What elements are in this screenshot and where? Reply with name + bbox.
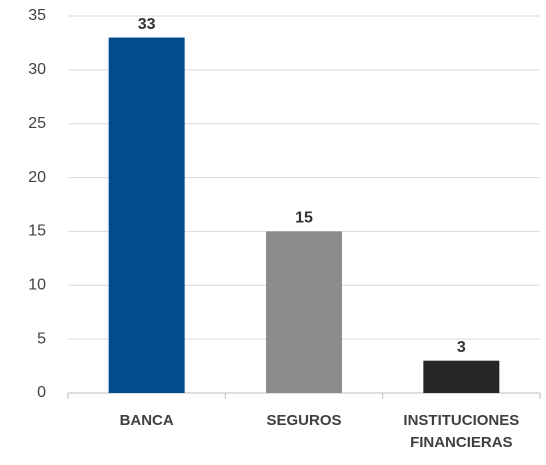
- data-label: 3: [457, 339, 466, 356]
- bar: [108, 37, 185, 394]
- y-tick-label: 35: [28, 7, 46, 24]
- y-tick-label: 25: [28, 115, 46, 132]
- x-tick-label: BANCA: [119, 412, 174, 429]
- bar: [266, 231, 342, 393]
- y-tick-label: 20: [28, 169, 46, 186]
- x-tick-label-box: BANCA: [119, 412, 174, 429]
- y-tick-label: 10: [28, 277, 46, 294]
- x-tick-label-box: INSTITUCIONES FINANCIERAS: [403, 412, 520, 451]
- y-tick-label: 15: [28, 223, 46, 240]
- x-tick-label: SEGUROS: [266, 412, 342, 429]
- x-tick-label-box: SEGUROS: [266, 412, 342, 429]
- y-tick-label: 0: [37, 384, 46, 401]
- x-tick-label: INSTITUCIONES FINANCIERAS: [403, 412, 520, 451]
- bar: [423, 360, 500, 393]
- data-label: 15: [295, 210, 313, 227]
- y-tick-label: 30: [28, 61, 46, 78]
- data-label: 33: [138, 16, 156, 33]
- y-tick-label: 5: [37, 330, 46, 347]
